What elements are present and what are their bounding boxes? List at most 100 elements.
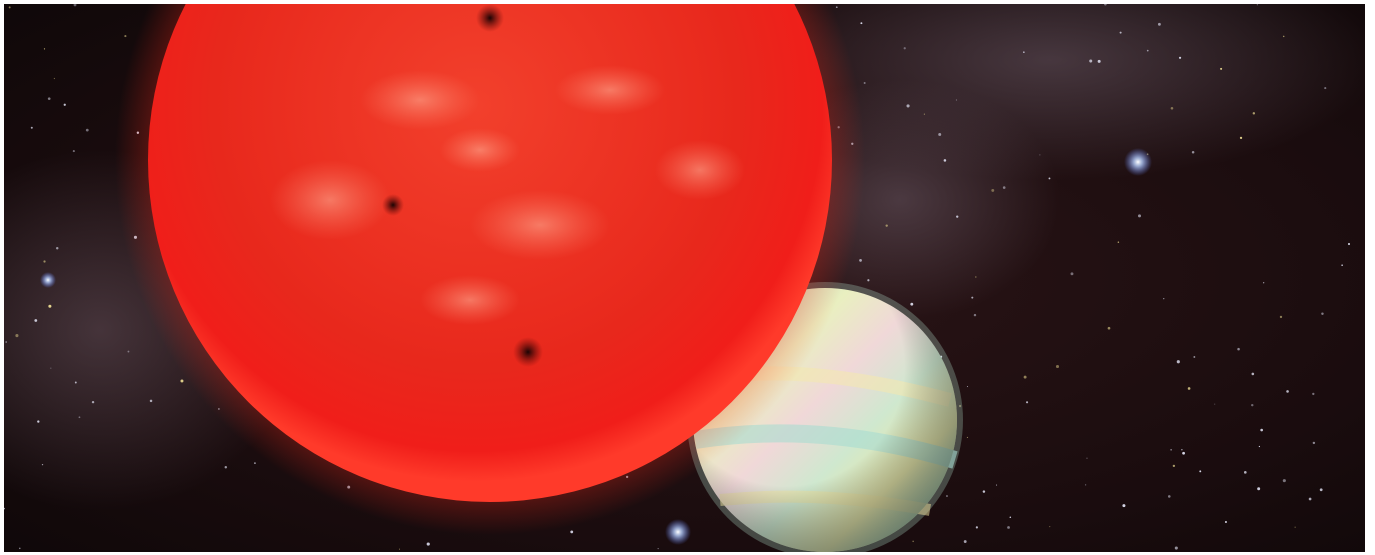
star <box>34 319 38 322</box>
star <box>975 526 978 529</box>
star <box>956 215 959 218</box>
star <box>1282 35 1285 38</box>
star <box>1258 445 1261 448</box>
star <box>43 48 46 50</box>
star <box>1324 87 1327 90</box>
star <box>1138 214 1142 218</box>
star <box>1023 375 1027 379</box>
star <box>78 416 81 419</box>
star <box>1319 488 1323 492</box>
star <box>1191 151 1195 154</box>
star <box>1187 387 1191 390</box>
star <box>1256 4 1259 6</box>
red-dwarf-star <box>115 4 865 535</box>
star <box>958 404 962 408</box>
bright-star <box>40 272 56 288</box>
star <box>923 113 925 115</box>
star <box>835 6 838 8</box>
star <box>72 150 75 153</box>
star-body <box>148 4 832 502</box>
star <box>1107 326 1111 330</box>
surface-granulation <box>360 70 480 130</box>
star <box>1176 360 1180 364</box>
star <box>149 399 153 403</box>
star <box>938 132 942 136</box>
star <box>1070 272 1074 276</box>
star <box>1251 372 1255 376</box>
star <box>1251 403 1254 407</box>
star <box>1239 136 1243 140</box>
star <box>1086 457 1088 459</box>
star <box>991 188 995 192</box>
star <box>1341 264 1343 267</box>
star <box>1193 356 1196 358</box>
star <box>973 313 977 317</box>
star <box>73 4 77 7</box>
star <box>906 104 910 108</box>
star <box>74 381 77 384</box>
star <box>8 6 11 9</box>
star <box>1220 67 1223 70</box>
star <box>55 247 59 250</box>
star <box>1308 497 1312 501</box>
star <box>1279 315 1283 319</box>
star <box>912 540 914 543</box>
star <box>37 420 40 423</box>
star <box>1170 448 1172 451</box>
star <box>47 97 51 100</box>
star <box>1260 428 1263 432</box>
star <box>1009 516 1012 518</box>
star <box>867 279 870 282</box>
star <box>1146 49 1149 52</box>
star <box>995 484 998 486</box>
star <box>43 260 46 263</box>
star <box>910 302 914 306</box>
star <box>975 276 977 278</box>
star <box>1170 106 1174 110</box>
star <box>1055 364 1060 369</box>
star <box>1163 298 1165 300</box>
star <box>1257 487 1261 491</box>
star <box>1243 471 1247 474</box>
star <box>963 540 967 543</box>
star <box>1174 546 1178 550</box>
star <box>1117 241 1120 243</box>
star <box>863 82 866 85</box>
star <box>48 304 52 308</box>
star <box>85 128 89 132</box>
star <box>1025 401 1029 404</box>
star <box>30 126 33 129</box>
star <box>971 296 974 299</box>
star <box>1023 51 1025 53</box>
starspot <box>382 194 404 216</box>
star <box>63 103 66 106</box>
star <box>124 35 127 38</box>
star <box>398 548 401 550</box>
star <box>1048 177 1051 180</box>
star <box>1199 470 1202 473</box>
starspot <box>476 4 504 32</box>
star <box>1157 22 1161 26</box>
starspot <box>513 337 543 367</box>
star <box>955 99 958 101</box>
star <box>1312 392 1315 396</box>
star <box>127 350 130 353</box>
star <box>5 341 7 343</box>
star <box>1294 526 1296 528</box>
star <box>1084 484 1087 486</box>
star <box>1167 495 1171 498</box>
star <box>1049 526 1051 528</box>
surface-granulation <box>420 275 520 325</box>
star <box>1224 520 1227 523</box>
star <box>91 400 95 404</box>
star <box>1178 56 1182 59</box>
surface-granulation <box>470 190 610 260</box>
surface-granulation <box>555 65 665 115</box>
star <box>15 334 19 338</box>
star <box>41 464 44 466</box>
star <box>657 548 659 550</box>
star <box>1321 312 1324 316</box>
star <box>1002 186 1006 189</box>
